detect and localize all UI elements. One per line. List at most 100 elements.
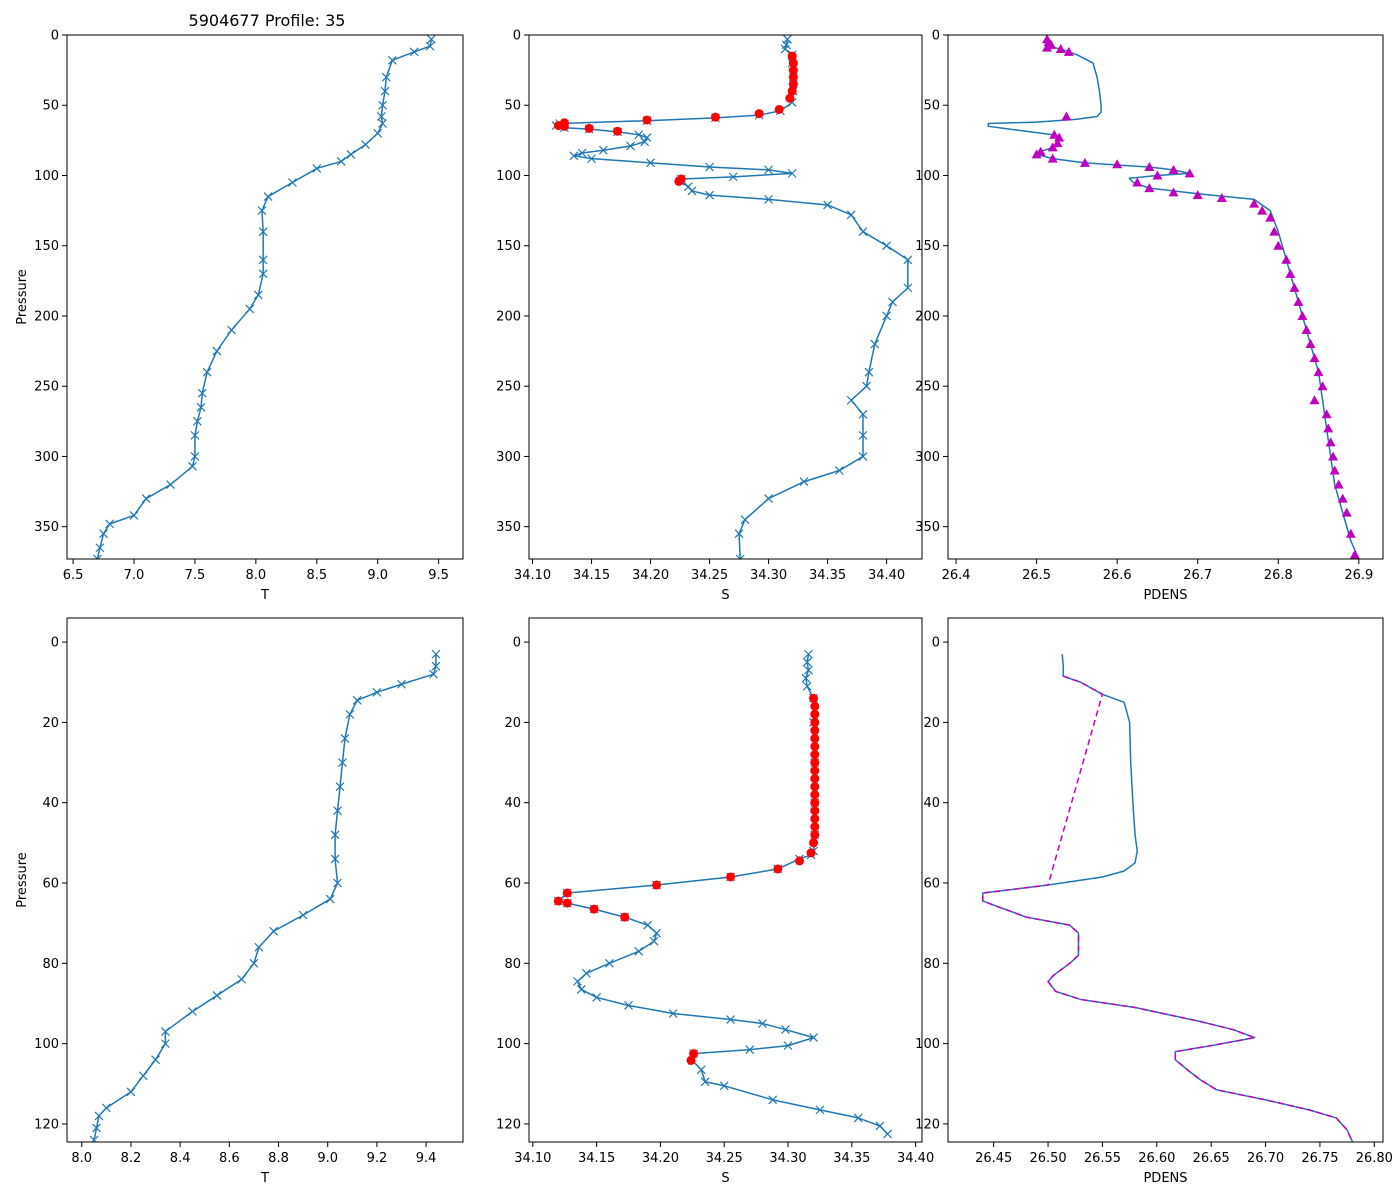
data-point-flagged (689, 1049, 699, 1059)
data-point-s (783, 1041, 793, 1051)
data-point-t (352, 695, 362, 705)
data-point-s (804, 665, 813, 675)
data-point-s (649, 936, 659, 946)
data-point-flagged (788, 58, 798, 68)
data-point-s (598, 145, 608, 155)
data-point-t (192, 416, 202, 426)
x-axis-label: PDENS (1143, 1171, 1187, 1186)
x-tick-label: 34.35 (809, 568, 846, 583)
data-point-pdens-flagged (1309, 353, 1320, 363)
data-point-t (312, 164, 322, 173)
data-point-flagged (787, 86, 797, 96)
data-point-t (105, 519, 115, 529)
x-axis-label: T (260, 1171, 269, 1186)
y-tick-label: 50 (923, 99, 940, 114)
y-tick-label: 50 (504, 99, 521, 114)
data-point-t (129, 511, 139, 520)
data-point-flagged (788, 72, 798, 82)
data-point-s (700, 1077, 710, 1087)
data-point-t (190, 430, 200, 440)
x-tick-label: 26.50 (1029, 1151, 1066, 1166)
data-point-s (815, 1105, 825, 1115)
series-line-pdens-flagged (982, 675, 1354, 1142)
data-point-t (325, 894, 335, 904)
x-tick-label: 9.0 (317, 1151, 338, 1166)
data-point-flagged (810, 701, 820, 711)
data-point-flagged (787, 51, 797, 61)
data-point-pdens-flagged (1281, 254, 1292, 264)
data-point-pdens-flagged (1321, 409, 1332, 419)
data-point-pdens-flagged (1293, 296, 1304, 306)
y-axis-label: Pressure (15, 852, 30, 908)
y-tick-label: 0 (51, 636, 59, 651)
y-tick-label: 100 (496, 169, 521, 184)
x-tick-label: 34.40 (868, 568, 905, 583)
data-point-t (397, 679, 406, 689)
data-point-t (378, 119, 388, 128)
series-line-t (93, 654, 437, 1141)
y-tick-label: 40 (923, 796, 940, 811)
data-point-flagged (652, 880, 662, 890)
data-point-s (799, 477, 809, 487)
x-tick-label: 26.75 (1301, 1151, 1338, 1166)
data-point-t (263, 192, 273, 201)
data-point-s (592, 993, 602, 1002)
y-axis-label: Pressure (15, 269, 30, 325)
x-tick-label: 34.10 (514, 568, 551, 583)
x-tick-label: 26.55 (1084, 1151, 1121, 1166)
data-point-s (858, 452, 868, 461)
data-point-t (340, 734, 350, 743)
data-point-s (581, 968, 591, 978)
data-point-flagged (674, 176, 684, 186)
data-point-s (862, 381, 871, 391)
data-point-s (687, 186, 697, 196)
data-point-t (378, 100, 388, 110)
data-point-t (333, 878, 342, 888)
x-tick-label: 34.35 (833, 1151, 870, 1166)
data-point-s (642, 133, 652, 142)
x-tick-label: 9.0 (367, 568, 388, 583)
data-point-t (93, 554, 102, 559)
data-point-t (257, 206, 267, 216)
data-point-pdens-flagged (1052, 138, 1063, 148)
data-point-s (846, 395, 856, 405)
y-tick-label: 0 (51, 29, 59, 44)
data-point-t (361, 140, 370, 150)
y-tick-label: 40 (42, 796, 59, 811)
data-point-flagged (810, 750, 820, 760)
data-point-t (99, 529, 108, 539)
data-point-s (735, 554, 745, 559)
y-tick-label: 120 (915, 1117, 940, 1132)
data-point-flagged (810, 741, 820, 751)
x-tick-label: 9.5 (428, 568, 449, 583)
data-point-s (802, 681, 812, 691)
data-point-s (858, 227, 868, 237)
x-tick-label: 34.25 (691, 568, 728, 583)
x-axis-label: S (721, 1171, 729, 1186)
data-point-t (245, 304, 255, 314)
data-point-t (330, 854, 340, 864)
data-point-t (258, 227, 268, 237)
data-point-s (787, 168, 797, 178)
y-tick-label: 50 (42, 99, 59, 114)
data-point-flagged (613, 126, 623, 136)
x-tick-label: 34.25 (706, 1151, 743, 1166)
data-point-s (853, 1113, 863, 1123)
data-point-t (376, 112, 386, 121)
data-point-s (745, 1045, 755, 1055)
data-point-t (212, 346, 222, 356)
y-tick-label: 0 (932, 636, 940, 651)
y-tick-label: 200 (496, 309, 521, 324)
data-point-s (652, 928, 662, 938)
data-point-s (870, 339, 880, 349)
x-axis-label: PDENS (1143, 588, 1187, 603)
data-point-t (254, 942, 264, 952)
data-point-s (569, 151, 579, 161)
data-point-t (372, 687, 382, 697)
data-point-t (237, 974, 247, 984)
series-line-pdens (987, 39, 1360, 559)
x-axis-label: T (260, 588, 269, 603)
y-tick-label: 100 (34, 169, 59, 184)
plot-area (89, 649, 441, 1142)
data-point-t (151, 1055, 160, 1065)
